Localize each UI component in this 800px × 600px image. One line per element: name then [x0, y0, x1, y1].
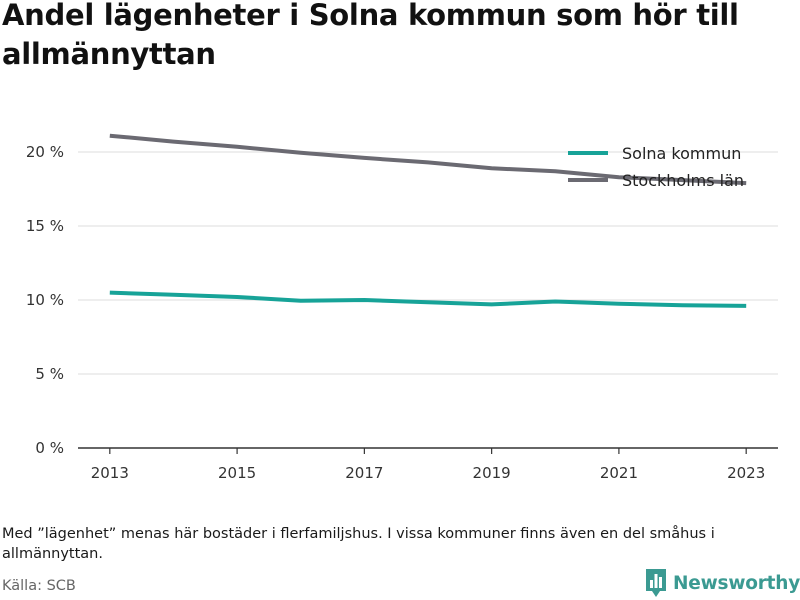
chart-footnote: Med ”lägenhet” menas här bostäder i fler…: [2, 526, 715, 562]
brand-logo: Newsworthy: [644, 567, 800, 599]
x-tick-label: 2013: [91, 464, 129, 482]
series-line: [109, 290, 747, 308]
y-tick-label: 5 %: [35, 365, 64, 383]
chart-title: Andel lägenheter i Solna kommun som hör …: [2, 0, 739, 71]
x-tick-label: 2019: [473, 464, 511, 482]
legend-label: Stockholms län: [622, 171, 744, 190]
y-tick-label: 15 %: [26, 217, 64, 235]
y-tick-label: 10 %: [26, 291, 64, 309]
gridlines: [78, 151, 778, 375]
x-tick-label: 2015: [218, 464, 256, 482]
source-label: Källa: SCB: [2, 578, 76, 594]
x-axis: 2013 2015 2017 2019 2021 2023: [78, 447, 778, 482]
x-tick-label: 2021: [600, 464, 638, 482]
legend: Solna kommun Stockholms län: [568, 144, 744, 190]
y-axis-tick-labels: 0 % 5 % 10 % 15 % 20 %: [26, 143, 64, 457]
series-lines: [109, 133, 747, 308]
x-tick-label: 2017: [345, 464, 383, 482]
line-chart: 0 %5 %10 %15 %20 % 2013 2015 2017 2019 2021 2…: [26, 133, 778, 482]
legend-label: Solna kommun: [622, 144, 741, 163]
brand-name: Newsworthy: [673, 572, 800, 594]
x-tick-label: 2023: [727, 464, 765, 482]
y-tick-label: 0 %: [35, 439, 64, 457]
bar-chart-logo-icon: [646, 569, 666, 597]
y-tick-label: 20 %: [26, 143, 64, 161]
series-line: [109, 133, 747, 186]
